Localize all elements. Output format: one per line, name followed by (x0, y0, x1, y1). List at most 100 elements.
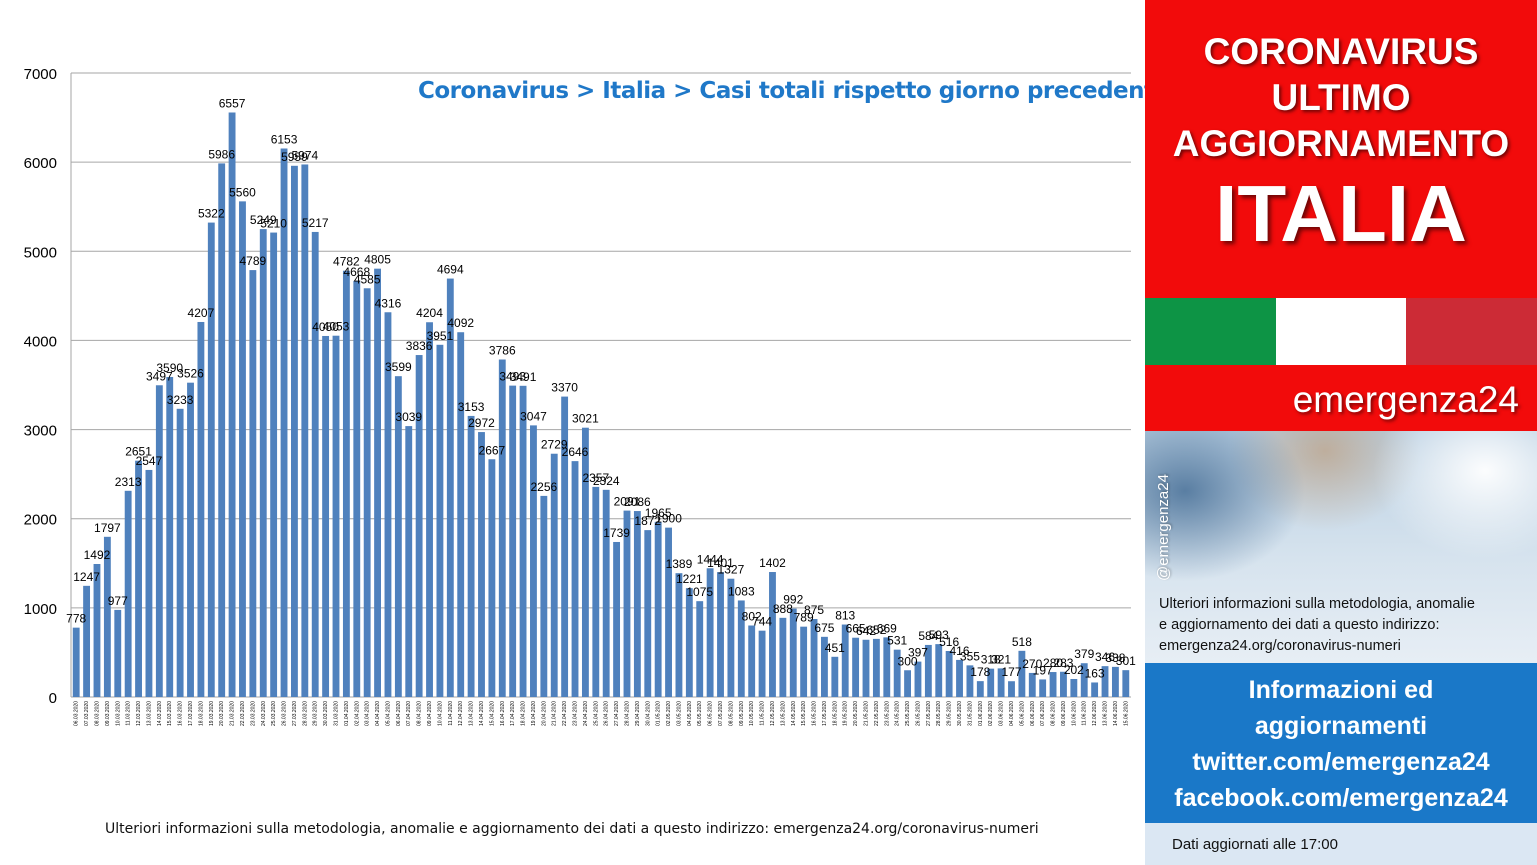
data-label: 789 (794, 611, 814, 625)
data-label: 4805 (364, 253, 391, 267)
y-tick-label: 1000 (24, 601, 57, 618)
data-label: 2091 (614, 495, 641, 509)
bar (561, 396, 569, 697)
bar (155, 385, 163, 697)
y-tick-label: 3000 (24, 423, 57, 440)
bar (384, 312, 392, 697)
data-label: 3786 (489, 344, 516, 358)
brand-name: emergenza24 (1145, 365, 1537, 431)
bar (353, 280, 361, 697)
bar (166, 376, 174, 697)
data-label: 4316 (375, 296, 402, 310)
x-tick-label: 23.04.2020 (573, 701, 579, 726)
bar (530, 425, 537, 697)
bar (654, 521, 662, 697)
data-label: 3021 (572, 412, 599, 426)
bar (332, 335, 340, 697)
bar (124, 490, 132, 697)
x-tick-label: 09.04.2020 (427, 701, 433, 726)
chart-panel: 0 1000 2000 3000 4000 5000 6000 7000 778 1247 149… (24, 66, 1170, 837)
data-label: 178 (970, 665, 990, 679)
data-label: 355 (960, 649, 980, 663)
data-label: 518 (1012, 635, 1032, 649)
x-tick-label: 13.05.2020 (780, 701, 786, 726)
x-tick-label: 04.05.2020 (687, 701, 693, 726)
headline-ultimo: ULTIMO (1271, 77, 1411, 118)
bar (291, 165, 298, 697)
x-tick-label: 15.03.2020 (167, 701, 173, 726)
x-tick-label: 12.05.2020 (770, 701, 776, 726)
bar (1049, 672, 1057, 697)
bar (935, 644, 943, 697)
bar (197, 321, 205, 697)
data-label: 5322 (198, 207, 225, 221)
data-label: 1402 (759, 556, 786, 570)
data-label: 3526 (177, 367, 204, 381)
bar (685, 588, 693, 697)
data-label: 3836 (406, 339, 433, 353)
bar (997, 668, 1005, 697)
bar (789, 608, 797, 697)
y-tick-label: 0 (49, 690, 57, 707)
bar (872, 638, 880, 697)
x-tick-label: 08.06.2020 (1051, 701, 1057, 726)
update-strip: Dati aggiornati alle 17:00 (1145, 823, 1537, 865)
bar (675, 573, 683, 697)
x-tick-label: 20.03.2020 (219, 701, 225, 726)
bar-chart: 0 1000 2000 3000 4000 5000 6000 7000 778 1247 149… (24, 66, 1137, 726)
x-tick-label: 13.03.2020 (146, 701, 152, 726)
x-tick-label: 21.03.2020 (230, 701, 236, 726)
x-tick-label: 16.05.2020 (812, 701, 818, 726)
bar (893, 649, 901, 697)
x-tick-label: 28.04.2020 (624, 701, 630, 726)
data-label: 1327 (718, 563, 745, 577)
data-label: 2667 (479, 443, 506, 457)
x-tick-label: 22.04.2020 (562, 701, 568, 726)
bar (602, 489, 610, 697)
bar (914, 661, 922, 697)
data-label: 4694 (437, 263, 464, 277)
bar (498, 359, 506, 697)
data-label: 3493 (499, 370, 526, 384)
x-tick-label: 06.04.2020 (396, 701, 402, 726)
data-label: 1797 (94, 521, 121, 535)
x-tick-label: 03.06.2020 (999, 701, 1005, 726)
x-tick-label: 01.06.2020 (978, 701, 984, 726)
bar (405, 426, 413, 697)
info-link[interactable]: emergenza24.org/coronavirus-numeri (1159, 638, 1401, 654)
x-tick-label: 11.06.2020 (1082, 701, 1088, 726)
x-tick-label: 07.03.2020 (84, 701, 90, 726)
bar (103, 536, 111, 697)
bar (737, 600, 745, 697)
bar (571, 461, 579, 697)
bar (239, 201, 246, 697)
data-label: 2729 (541, 438, 568, 452)
data-label: 3233 (167, 393, 194, 407)
data-label: 300 (898, 654, 918, 668)
bar (717, 572, 724, 697)
data-label: 802 (742, 610, 762, 624)
bar (1039, 679, 1047, 697)
x-tick-label: 23.03.2020 (250, 701, 256, 726)
x-tick-label: 12.04.2020 (458, 701, 464, 726)
data-label: 3951 (427, 329, 454, 343)
y-tick-label: 2000 (24, 512, 57, 529)
x-tick-label: 19.05.2020 (843, 701, 849, 726)
data-label: 4789 (240, 254, 267, 268)
x-tick-label: 02.06.2020 (988, 701, 994, 726)
twitter-link[interactable]: twitter.com/emergenza24 (1192, 748, 1490, 776)
bar (779, 617, 787, 697)
bar (758, 630, 766, 697)
bar (810, 619, 818, 697)
data-label: 321 (991, 652, 1011, 666)
bar (633, 511, 641, 697)
facebook-link[interactable]: facebook.com/emergenza24 (1174, 784, 1508, 812)
bar (187, 382, 194, 697)
x-tick-label: 06.03.2020 (74, 701, 80, 726)
bar (228, 112, 236, 697)
data-label: 301 (1116, 654, 1136, 668)
bar (831, 656, 839, 697)
data-label: 2256 (530, 480, 557, 494)
bar (311, 231, 319, 697)
data-label: 516 (939, 635, 959, 649)
